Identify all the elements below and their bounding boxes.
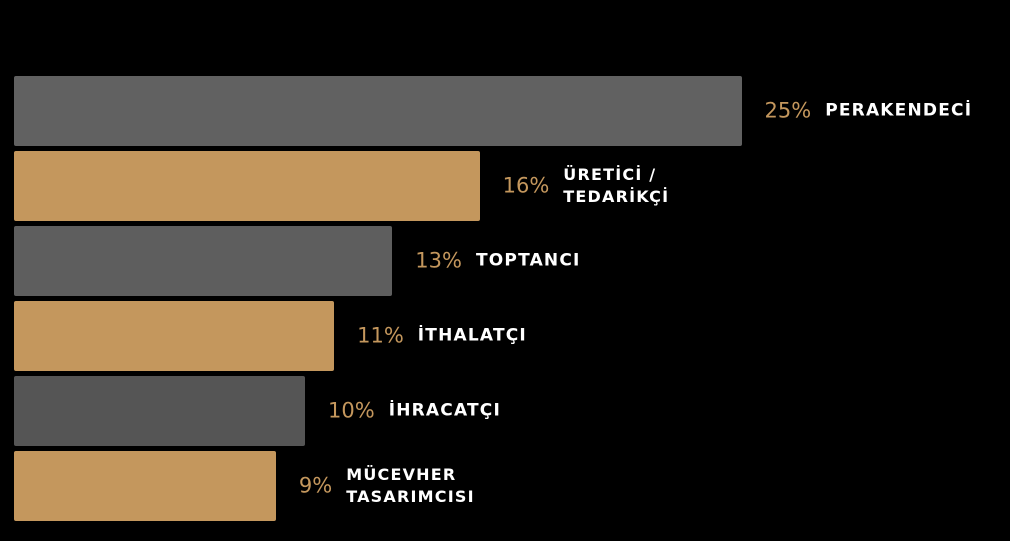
bar: [14, 451, 276, 521]
category-label: İTHALATÇI: [417, 325, 527, 346]
category-label: PERAKENDECİ: [825, 100, 973, 121]
value-label: 11%: [357, 323, 404, 348]
value-label: 16%: [502, 173, 550, 198]
value-label: 9%: [298, 473, 333, 498]
category-label: ÜRETİCİ / TEDARİKÇİ: [563, 165, 670, 206]
bar: [14, 226, 393, 296]
value-label: 13%: [415, 248, 462, 273]
bar: [14, 376, 305, 446]
category-label: İHRACATÇI: [388, 400, 501, 421]
bar: [14, 301, 335, 371]
value-label: 10%: [328, 398, 375, 423]
value-label: 25%: [764, 98, 812, 123]
bar: [14, 151, 480, 221]
category-label: TOPTANCI: [475, 250, 581, 271]
bar: [14, 76, 742, 146]
category-label: MÜCEVHER TASARIMCISI: [346, 465, 475, 506]
